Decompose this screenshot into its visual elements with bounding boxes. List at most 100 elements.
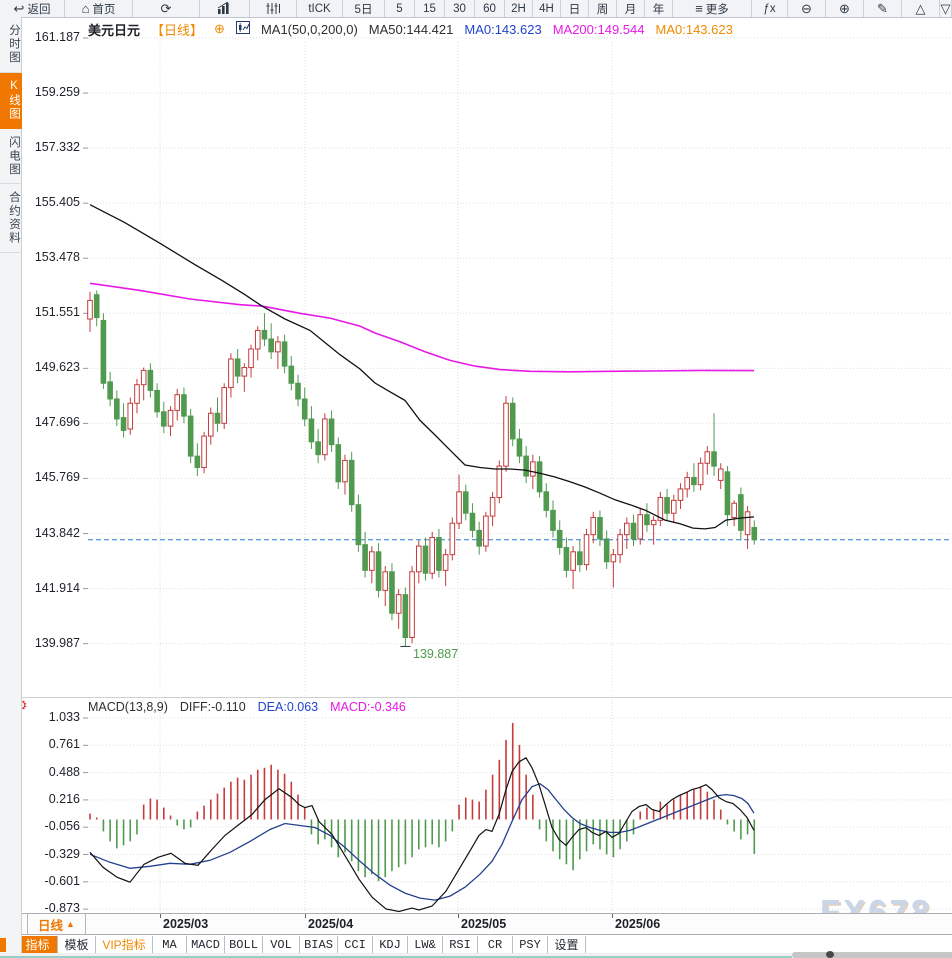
refresh-button[interactable]: ⟳ xyxy=(133,0,200,17)
mini-candle-icon[interactable] xyxy=(235,21,250,37)
period-selector[interactable]: 日线 ▲ xyxy=(27,914,86,934)
tab-cr[interactable]: CR xyxy=(478,936,513,953)
tab-bias[interactable]: BIAS xyxy=(300,936,338,953)
instrument-name: 美元日元 xyxy=(88,22,141,38)
orange-accent-bar xyxy=(0,938,6,952)
period-month-button[interactable]: 月 xyxy=(617,0,645,17)
y-axis-label: 147.696 xyxy=(34,415,80,430)
tab-lw[interactable]: LW& xyxy=(408,936,443,953)
period-week-button[interactable]: 周 xyxy=(589,0,617,17)
y-axis-label: 0.761 xyxy=(48,737,80,752)
back-button-label: 返回 xyxy=(27,3,51,16)
period-60-button[interactable]: 60 xyxy=(475,0,505,17)
date-label: 2025/05 xyxy=(461,917,507,931)
tick-button[interactable]: tICK xyxy=(297,0,343,17)
home-button-label: 首页 xyxy=(92,3,116,16)
zoom-in-button[interactable]: ⊕ xyxy=(826,0,864,17)
candle-chart-icon xyxy=(266,2,281,15)
period-30-button[interactable]: 30 xyxy=(445,0,475,17)
tab-boll[interactable]: BOLL xyxy=(225,936,263,953)
sidebar-item-contract-info[interactable]: 合约资料 xyxy=(0,184,22,253)
y-axis-label: -0.056 xyxy=(44,819,80,834)
tab-macd[interactable]: MACD xyxy=(187,936,225,953)
refresh-icon: ⟳ xyxy=(160,1,172,16)
macd-params: MACD(13,8,9) xyxy=(88,699,168,714)
fx-indicator-button-label: ƒx xyxy=(763,2,776,15)
period-5-button[interactable]: 5 xyxy=(385,0,415,17)
period-2h-button-label: 2H xyxy=(511,2,526,15)
zoom-out-icon: ⊖ xyxy=(801,1,812,16)
zoom-out-button[interactable]: ⊖ xyxy=(788,0,826,17)
diff-value: DIFF:-0.110 xyxy=(179,699,246,714)
candle-chart-button[interactable] xyxy=(250,0,297,17)
draw-pencil-icon: ✎ xyxy=(877,1,888,16)
tab-rsi[interactable]: RSI xyxy=(443,936,478,953)
date-tick xyxy=(612,914,613,918)
date-tick xyxy=(305,914,306,918)
date-tick xyxy=(160,914,161,918)
period-week-button-label: 周 xyxy=(596,3,609,16)
tab-cci[interactable]: CCI xyxy=(338,936,373,953)
more-button[interactable]: ≡ 更多 xyxy=(673,0,752,17)
period-15-button[interactable]: 15 xyxy=(415,0,445,17)
tab-psy[interactable]: PSY xyxy=(513,936,548,953)
bar-chart-button[interactable] xyxy=(200,0,250,17)
home-icon: ⌂ xyxy=(81,1,90,16)
period-2h-button[interactable]: 2H xyxy=(505,0,533,17)
ma200-value: MA200:149.544 xyxy=(552,21,645,37)
y-axis-label: 149.623 xyxy=(34,360,80,375)
add-favorite-icon[interactable]: ⊕ xyxy=(214,21,225,36)
sidebar-item-lightning[interactable]: 闪电图 xyxy=(0,129,22,184)
more-icon: ≡ xyxy=(695,1,703,16)
tab-settings[interactable]: 设置 xyxy=(548,936,586,953)
tab-template[interactable]: 模板 xyxy=(58,936,96,953)
fx-indicator-button[interactable]: ƒx xyxy=(752,0,788,17)
y-axis-label: 1.033 xyxy=(48,710,80,724)
period-year-button[interactable]: 年 xyxy=(645,0,673,17)
back-button[interactable]: ↩ 返回 xyxy=(0,0,65,17)
bottom-strip xyxy=(0,953,952,958)
ma50-value: MA50:144.421 xyxy=(368,21,454,37)
home-button[interactable]: ⌂ 首页 xyxy=(65,0,133,17)
period-day-button-label: 日 xyxy=(568,3,581,16)
tab-kdj[interactable]: KDJ xyxy=(373,936,408,953)
period-5-button-label: 5 xyxy=(396,2,403,15)
y-axis-label: 159.259 xyxy=(34,85,80,100)
period-4h-button[interactable]: 4H xyxy=(533,0,561,17)
tab-ma[interactable]: MA xyxy=(153,936,187,953)
indicator-tabs: 指标 模板 VIP指标 MA MACD BOLL VOL BIAS CCI KDJ LW& RSI CR… xyxy=(0,936,952,953)
period-label: 日线 xyxy=(38,918,64,933)
y-axis-label: 153.478 xyxy=(34,250,80,265)
period-15-button-label: 15 xyxy=(423,2,436,15)
sidebar-item-timeshare[interactable]: 分时图 xyxy=(0,17,22,73)
period-60-button-label: 60 xyxy=(483,2,496,15)
y-axis-label: 139.987 xyxy=(34,635,80,650)
y-axis-label: 161.187 xyxy=(34,30,80,44)
date-label: 2025/04 xyxy=(308,917,354,931)
date-label: 2025/06 xyxy=(615,917,661,931)
ma-params: MA1(50,0,200,0) xyxy=(260,21,358,37)
tab-vip-indicator[interactable]: VIP指标 xyxy=(96,936,153,953)
clipped-tool-button[interactable]: ▽ xyxy=(940,0,952,17)
period-year-button-label: 年 xyxy=(652,3,665,16)
low-price-label: 139.887 xyxy=(413,647,458,661)
sidebar-item-kline[interactable]: K线图 xyxy=(0,72,22,129)
zoom-in-icon: ⊕ xyxy=(839,1,850,16)
period-day-button[interactable]: 日 xyxy=(561,0,589,17)
horizontal-scrollbar[interactable] xyxy=(792,952,952,958)
tab-vol[interactable]: VOL xyxy=(263,936,300,953)
scrollbar-knob[interactable] xyxy=(826,951,834,958)
top-toolbar: ↩ 返回 ⌂ 首页 ⟳ tICK 5日 5 15 30 60 2H 4H 日周月年 ≡ 更多 ƒx ⊖ ⊕ ✎ △ ▽ xyxy=(0,0,952,18)
y-axis-label: -0.329 xyxy=(44,846,80,861)
bottom-edge-line xyxy=(0,956,792,958)
draw-triangle-button[interactable]: △ xyxy=(902,0,940,17)
tab-indicator[interactable]: 指标 xyxy=(18,936,58,953)
draw-pencil-button[interactable]: ✎ xyxy=(864,0,902,17)
macd-header: MACD(13,8,9) DIFF:-0.110 DEA:0.063 MACD:-0.… xyxy=(88,699,406,714)
period-tag: 【日线】 xyxy=(151,22,204,38)
period-5d-button[interactable]: 5日 xyxy=(343,0,385,17)
macd-value: MACD:-0.346 xyxy=(330,699,406,714)
ma0-orange-value: MA0:143.623 xyxy=(655,21,733,37)
